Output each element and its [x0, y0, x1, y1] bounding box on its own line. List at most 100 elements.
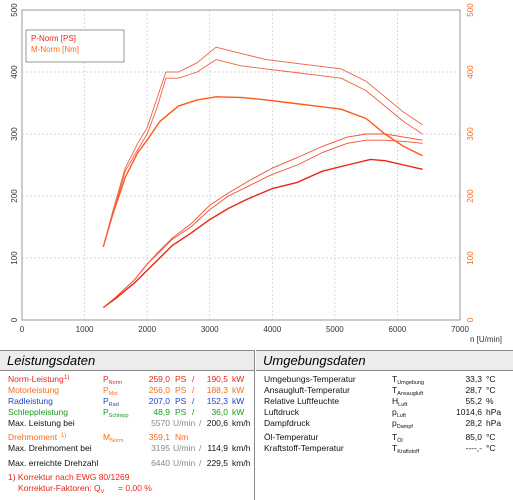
series-line [102, 158, 423, 309]
footnote-value: = 0,00 % [118, 483, 152, 493]
series-line [102, 46, 423, 247]
value: 85,0 [465, 432, 482, 442]
label: Umgebungs-Temperatur [264, 374, 356, 384]
value-speed: 229,5 [206, 458, 228, 468]
label: Ansaugluft-Temperatur [264, 385, 350, 395]
footnote-marker: 1) [61, 433, 67, 439]
series-group [102, 46, 423, 309]
value: 28,7 [465, 385, 482, 395]
unit-speed: km/h [232, 458, 251, 468]
umgebungsdaten-panel: Umgebungsdaten Umgebungs-Temperatur TUmg… [256, 350, 513, 500]
value: ----,- [465, 443, 482, 453]
symbol: TÖl [392, 432, 403, 444]
leistungsdaten-title: Leistungsdaten [0, 351, 254, 371]
label: Norm-Leistung [8, 374, 64, 384]
label: Motorleistung [8, 385, 60, 395]
x-tick-label: 5000 [326, 325, 344, 334]
label: Luftdruck [264, 407, 299, 417]
y-tick-label-left: 400 [10, 65, 19, 79]
unit-ps: PS [175, 407, 187, 417]
label: Öl-Temperatur [264, 432, 319, 442]
y-tick-label-left: 100 [10, 251, 19, 265]
label: Schleppleistung [8, 407, 69, 417]
unit-ps: PS [175, 396, 187, 406]
series-line [102, 96, 423, 247]
leistungsdaten-panel: Leistungsdaten Norm-Leistung 1) PNorm 25… [0, 350, 255, 500]
label: Relative Luftfeuchte [264, 396, 340, 406]
y-tick-label-left: 300 [10, 127, 19, 141]
y-tick-label-left: 0 [10, 317, 19, 322]
unit-kw: kW [232, 374, 245, 384]
legend-entry-m-norm: M-Norm [Nm] [31, 45, 79, 54]
value-rpm: 5570 [151, 418, 170, 428]
x-tick-label: 6000 [389, 325, 407, 334]
y-tick-label-right: 100 [466, 251, 475, 265]
separator: / [192, 407, 195, 417]
unit-speed: km/h [232, 443, 251, 453]
value-kw: 152,3 [206, 396, 228, 406]
x-axis-label: n [U/min] [470, 335, 502, 344]
unit: °C [486, 443, 496, 453]
value-kw: 190,5 [206, 374, 228, 384]
symbol: PNorm [103, 374, 123, 386]
separator: / [199, 418, 202, 428]
x-tick-label: 1000 [76, 325, 94, 334]
y-tick-label-left: 500 [10, 3, 19, 17]
legend: P-Norm [PS] M-Norm [Nm] [25, 29, 125, 63]
legend-entry-p-norm: P-Norm [PS] [31, 34, 76, 43]
unit-rpm: U/min [173, 458, 196, 468]
symbol: pDampf [392, 418, 413, 430]
value-speed: 200,6 [206, 418, 228, 428]
x-tick-label: 7000 [451, 325, 469, 334]
value: 55,2 [465, 396, 482, 406]
separator: / [192, 396, 195, 406]
y-tick-label-right: 0 [466, 317, 475, 322]
y-tick-label-right: 300 [466, 127, 475, 141]
unit: hPa [486, 418, 502, 428]
value-kw: 36,0 [211, 407, 228, 417]
x-tick-label: 3000 [201, 325, 219, 334]
legend-box [25, 29, 125, 63]
footnote-marker: 1) [64, 375, 70, 381]
value-ps: 259,0 [148, 374, 170, 384]
value-ps: 256,0 [148, 385, 170, 395]
footnote-text: 1) Korrektur nach EWG 80/1269 [8, 472, 130, 482]
series-line [103, 133, 423, 308]
value-ps: 207,0 [148, 396, 170, 406]
unit-rpm: U/min [173, 443, 196, 453]
unit: °C [486, 432, 496, 442]
unit-kw: kW [232, 396, 245, 406]
unit-ps: PS [175, 374, 187, 384]
label: Max. erreichte Drehzahl [8, 458, 99, 468]
label: Max. Drehmoment bei [8, 443, 92, 453]
separator: / [192, 374, 195, 384]
value-nm: 359,1 [148, 432, 170, 442]
symbol: TUmgebung [392, 374, 425, 386]
label: Radleistung [8, 396, 53, 406]
value-ps: 48,9 [153, 407, 170, 417]
umgebungsdaten-title: Umgebungsdaten [256, 351, 513, 371]
unit: °C [486, 385, 496, 395]
symbol: HLuft [392, 396, 408, 408]
separator: / [192, 385, 195, 395]
unit-rpm: U/min [173, 418, 196, 428]
symbol: pLuft [392, 407, 406, 419]
value: 33,3 [465, 374, 482, 384]
y-tick-label-right: 200 [466, 189, 475, 203]
symbol: MNorm [103, 432, 124, 444]
unit-nm: Nm [175, 432, 189, 442]
symbol: PRad [103, 396, 119, 408]
footnote-label: Korrektur-Faktoren: QV [18, 483, 105, 495]
unit-kw: kW [232, 385, 245, 395]
value-kw: 188,3 [206, 385, 228, 395]
value: 1014,6 [456, 407, 482, 417]
unit: °C [486, 374, 496, 384]
separator: / [199, 458, 202, 468]
y-tick-label-right: 400 [466, 65, 475, 79]
series-line [102, 59, 423, 247]
x-tick-label: 4000 [263, 325, 281, 334]
value-rpm: 3195 [151, 443, 170, 453]
label: Kraftstoff-Temperatur [264, 443, 344, 453]
label: Dampfdruck [264, 418, 310, 428]
